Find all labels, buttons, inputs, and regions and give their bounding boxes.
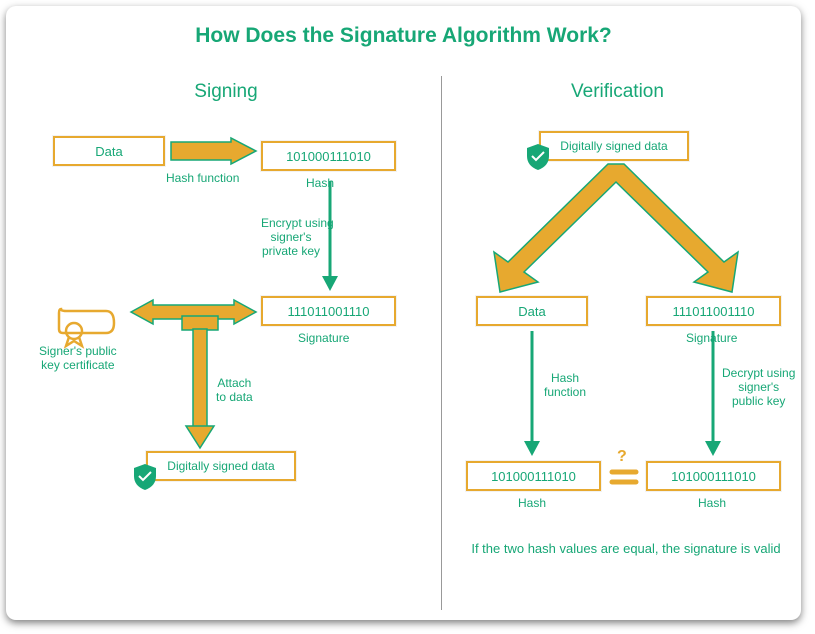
arrow-decrypt xyxy=(703,331,723,456)
signing-data-box: Data xyxy=(53,136,165,166)
equals-icon xyxy=(612,468,636,486)
label-hash-fn: Hash function xyxy=(166,171,239,185)
page-title: How Does the Signature Algorithm Work? xyxy=(6,24,801,48)
label-certificate: Signer's public key certificate xyxy=(39,344,117,372)
ver-hash-right-label: Hash xyxy=(698,496,726,510)
arrow-hashfn-v xyxy=(522,331,542,456)
arrow-encrypt xyxy=(320,181,340,291)
verification-heading: Verification xyxy=(571,81,664,103)
signing-heading: Signing xyxy=(156,81,296,103)
ver-footer: If the two hash values are equal, the si… xyxy=(466,541,786,556)
label-decrypt: Decrypt using signer's public key xyxy=(722,366,795,408)
signing-hash-box: 101000111010 xyxy=(261,141,396,171)
question-mark: ? xyxy=(617,448,627,466)
ver-data-box: Data xyxy=(476,296,588,326)
shield-icon xyxy=(134,464,156,490)
ver-hash-right-box: 101000111010 xyxy=(646,461,781,491)
arrow-hash-fn xyxy=(171,138,256,164)
ver-hash-left-box: 101000111010 xyxy=(466,461,601,491)
certificate-icon xyxy=(56,301,126,346)
label-encrypt: Encrypt using signer's private key xyxy=(261,216,321,258)
ver-sig-box: 111011001110 xyxy=(646,296,781,326)
signing-sig-label: Signature xyxy=(298,331,349,345)
arrow-split xyxy=(486,164,746,294)
label-attach: Attach to data xyxy=(216,376,253,404)
signing-signed-box: Digitally signed data xyxy=(146,451,296,481)
divider xyxy=(441,76,442,610)
ver-signed-box: Digitally signed data xyxy=(539,131,689,161)
label-hashfn-v: Hash function xyxy=(544,371,586,399)
arrow-attach xyxy=(182,316,218,448)
ver-hash-left-label: Hash xyxy=(518,496,546,510)
diagram-frame: How Does the Signature Algorithm Work? S… xyxy=(6,6,801,620)
signing-sig-box: 111011001110 xyxy=(261,296,396,326)
